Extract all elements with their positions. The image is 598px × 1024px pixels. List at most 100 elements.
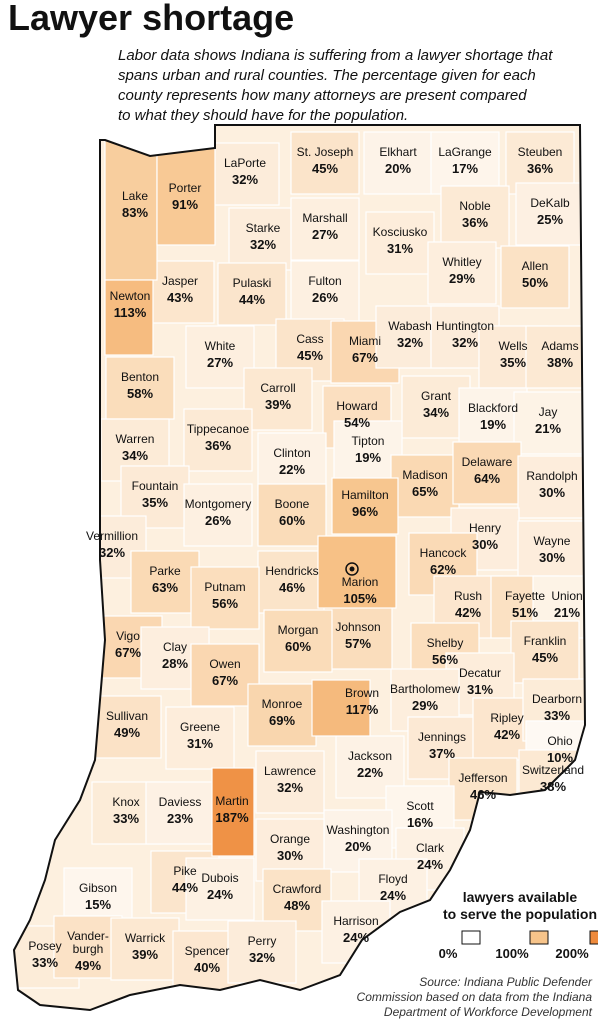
county-name: Orange bbox=[270, 832, 310, 846]
county-value: 49% bbox=[75, 958, 101, 973]
county-name: Jennings bbox=[418, 730, 466, 744]
county-value: 46% bbox=[470, 787, 496, 802]
county-value: 31% bbox=[467, 682, 493, 697]
county-name: Brown bbox=[345, 686, 379, 700]
county-name: Blackford bbox=[468, 401, 518, 415]
county-name: Clinton bbox=[273, 446, 310, 460]
county-name: Monroe bbox=[262, 697, 303, 711]
county-name: White bbox=[205, 339, 236, 353]
county-name: Sullivan bbox=[106, 709, 148, 723]
county-value: 34% bbox=[423, 405, 449, 420]
county-value: 60% bbox=[285, 639, 311, 654]
county-value: 34% bbox=[122, 448, 148, 463]
county-name: LaPorte bbox=[224, 156, 266, 170]
county-name: Boone bbox=[275, 497, 310, 511]
county bbox=[130, 550, 200, 614]
county-value: 24% bbox=[343, 930, 369, 945]
county-value: 187% bbox=[215, 810, 249, 825]
county-name: Steuben bbox=[518, 145, 563, 159]
county bbox=[255, 750, 325, 814]
source-line: Department of Workforce Development bbox=[384, 1005, 593, 1019]
county-value: 57% bbox=[345, 636, 371, 651]
county-name: Switzerland bbox=[522, 763, 584, 777]
county-name: Daviess bbox=[159, 795, 202, 809]
county-value: 37% bbox=[429, 746, 455, 761]
county-name: Howard bbox=[336, 399, 377, 413]
county-name: Benton bbox=[121, 370, 159, 384]
county-value: 39% bbox=[132, 947, 158, 962]
county-value: 17% bbox=[452, 161, 478, 176]
county-value: 36% bbox=[462, 215, 488, 230]
county-value: 42% bbox=[455, 605, 481, 620]
county-name: Wabash bbox=[388, 319, 432, 333]
county-value: 24% bbox=[380, 888, 406, 903]
county-value: 19% bbox=[480, 417, 506, 432]
county bbox=[513, 391, 583, 455]
legend-swatch bbox=[529, 930, 549, 945]
county-name: Grant bbox=[421, 389, 452, 403]
county-value: 23% bbox=[167, 811, 193, 826]
county-value: 22% bbox=[357, 765, 383, 780]
county-name: Tippecanoe bbox=[187, 422, 250, 436]
county-name: Adams bbox=[541, 339, 578, 353]
county-name: LaGrange bbox=[438, 145, 492, 159]
county-name: Jay bbox=[539, 405, 558, 419]
county-value: 49% bbox=[114, 725, 140, 740]
county-name: Putnam bbox=[204, 580, 245, 594]
county-value: 28% bbox=[162, 656, 188, 671]
county-value: 44% bbox=[239, 292, 265, 307]
county-name: Floyd bbox=[378, 872, 407, 886]
county-name: Elkhart bbox=[379, 145, 417, 159]
county bbox=[110, 917, 180, 981]
source: Source: Indiana Public DefenderCommissio… bbox=[357, 975, 593, 1019]
county bbox=[105, 356, 175, 420]
county bbox=[290, 197, 360, 261]
county-value: 24% bbox=[417, 857, 443, 872]
county bbox=[331, 477, 399, 535]
county-name: Clay bbox=[163, 640, 187, 654]
county-value: 38% bbox=[540, 779, 566, 794]
legend-title: lawyers available bbox=[463, 889, 578, 905]
county-value: 45% bbox=[532, 650, 558, 665]
county-value: 15% bbox=[85, 897, 111, 912]
county bbox=[217, 262, 287, 326]
county-name: Whitley bbox=[442, 255, 481, 269]
county-name: Harrison bbox=[333, 914, 378, 928]
county-name: Spencer bbox=[185, 944, 230, 958]
county-value: 60% bbox=[279, 513, 305, 528]
county-name: Kosciusko bbox=[373, 225, 428, 239]
county bbox=[407, 716, 477, 780]
county-name: Knox bbox=[112, 795, 139, 809]
county bbox=[185, 325, 255, 389]
county bbox=[257, 483, 327, 547]
county-value: 96% bbox=[352, 504, 378, 519]
county-value: 32% bbox=[232, 172, 258, 187]
county-name: Perry bbox=[248, 934, 277, 948]
county bbox=[243, 367, 313, 431]
county-value: 10% bbox=[547, 750, 573, 765]
county-value: 32% bbox=[452, 335, 478, 350]
county-value: 50% bbox=[522, 275, 548, 290]
county-name: Crawford bbox=[273, 882, 322, 896]
county-value: 40% bbox=[194, 960, 220, 975]
county-name: Clark bbox=[416, 841, 445, 855]
county-name: Pike bbox=[173, 864, 197, 878]
county bbox=[165, 706, 235, 770]
county-name: Union bbox=[551, 589, 582, 603]
county-value: 21% bbox=[554, 605, 580, 620]
county-value: 27% bbox=[312, 227, 338, 242]
county-name: Bartholomew bbox=[390, 682, 460, 696]
subtitle-line: county represents how many attorneys are… bbox=[118, 87, 527, 104]
county-value: 22% bbox=[279, 462, 305, 477]
county-value: 63% bbox=[152, 580, 178, 595]
county-name: Owen bbox=[209, 657, 240, 671]
county-name: Pulaski bbox=[233, 276, 272, 290]
county-name: Vigo bbox=[116, 629, 140, 643]
county-value: 48% bbox=[284, 898, 310, 913]
county-name: St. Joseph bbox=[297, 145, 354, 159]
county-labels: Lake 83% Porter 91% LaPorte 32% St. Joseph 45% E… bbox=[28, 145, 584, 975]
county-name: Allen bbox=[522, 259, 549, 273]
subtitle-line: Labor data shows Indiana is suffering fr… bbox=[118, 47, 553, 64]
